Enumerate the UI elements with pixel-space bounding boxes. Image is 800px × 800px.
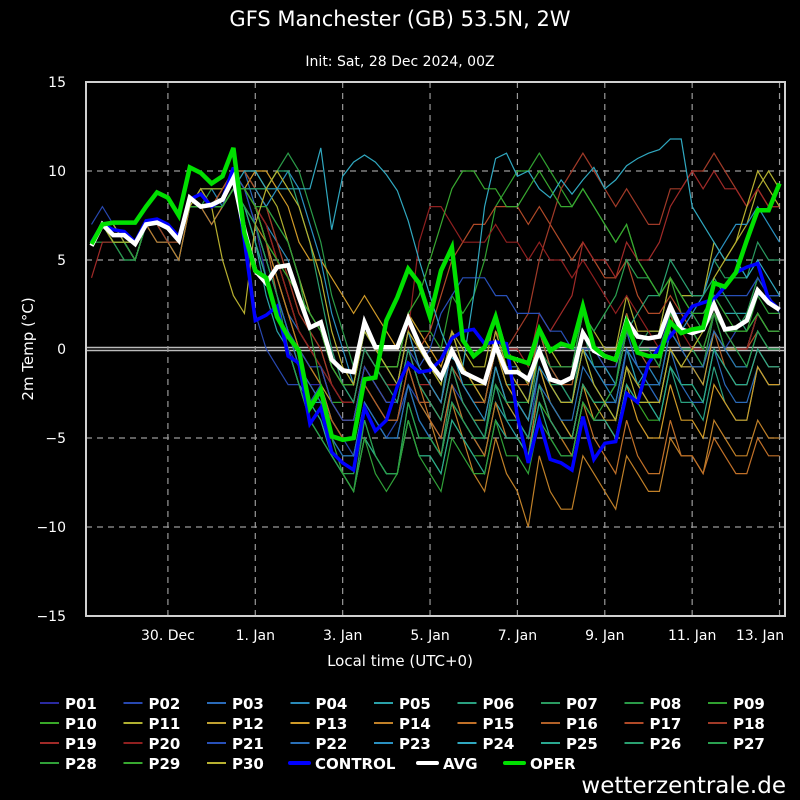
legend-label: P05 bbox=[399, 695, 431, 713]
y-tick-label: 15 bbox=[48, 75, 66, 91]
legend-label: P18 bbox=[733, 715, 765, 733]
x-tick-label: 7. Jan bbox=[498, 628, 537, 644]
legend-item-p22: P22 bbox=[290, 735, 348, 753]
legend-item-oper: OPER bbox=[503, 755, 576, 773]
y-tick-label: −10 bbox=[36, 520, 66, 536]
legend-item-p07: P07 bbox=[541, 695, 598, 713]
y-tick-label: 5 bbox=[57, 253, 66, 269]
legend-item-p24: P24 bbox=[457, 735, 515, 753]
legend-label: P15 bbox=[483, 715, 515, 733]
legend-label: OPER bbox=[530, 755, 576, 773]
legend-item-p04: P04 bbox=[290, 695, 348, 713]
legend-label: AVG bbox=[443, 755, 478, 773]
legend-label: P27 bbox=[733, 735, 765, 753]
legend-label: P17 bbox=[650, 715, 682, 733]
x-tick-label: 3. Jan bbox=[323, 628, 362, 644]
legend-label: P11 bbox=[149, 715, 181, 733]
legend-label: P23 bbox=[399, 735, 431, 753]
legend-item-avg: AVG bbox=[416, 755, 478, 773]
legend-label: P25 bbox=[566, 735, 598, 753]
legend-label: P26 bbox=[650, 735, 682, 753]
y-tick-label: 10 bbox=[48, 164, 66, 180]
legend-item-p09: P09 bbox=[708, 695, 765, 713]
series-line-avg bbox=[89, 171, 781, 386]
legend-label: P24 bbox=[483, 735, 515, 753]
x-tick-label: 9. Jan bbox=[585, 628, 624, 644]
legend-item-p27: P27 bbox=[708, 735, 765, 753]
legend-label: P03 bbox=[232, 695, 264, 713]
x-axis-label: Local time (UTC+0) bbox=[327, 652, 473, 670]
brand-watermark: wetterzentrale.de bbox=[581, 773, 786, 799]
legend-item-p23: P23 bbox=[374, 735, 431, 753]
legend: P01 P02 P03 P04 P05 P06 P07 P08 P09 P10 P11 P12 P13 P… bbox=[40, 695, 765, 773]
legend-item-p13: P13 bbox=[290, 715, 348, 733]
series-line-oper bbox=[89, 147, 782, 443]
legend-label: P30 bbox=[232, 755, 264, 773]
y-axis-label: 2m Temp (°C) bbox=[19, 297, 37, 400]
legend-item-p02: P02 bbox=[123, 695, 181, 713]
x-axis-ticks: 30. Dec 1. Jan 3. Jan 5. Jan 7. Jan 9. Jan 11.… bbox=[141, 628, 784, 644]
legend-label: P20 bbox=[149, 735, 181, 753]
legend-item-p25: P25 bbox=[541, 735, 598, 753]
legend-item-p17: P17 bbox=[624, 715, 682, 733]
legend-label: P09 bbox=[733, 695, 765, 713]
legend-label: P28 bbox=[65, 755, 97, 773]
legend-item-p29: P29 bbox=[123, 755, 181, 773]
legend-label: P06 bbox=[483, 695, 515, 713]
legend-label: P14 bbox=[399, 715, 431, 733]
plot-frame bbox=[85, 81, 786, 617]
legend-item-p15: P15 bbox=[457, 715, 515, 733]
legend-item-p06: P06 bbox=[457, 695, 515, 713]
series-line-p14 bbox=[90, 187, 780, 528]
legend-label: CONTROL bbox=[315, 755, 396, 773]
series-lines bbox=[89, 138, 782, 528]
legend-label: P21 bbox=[232, 735, 264, 753]
legend-item-p08: P08 bbox=[624, 695, 682, 713]
y-tick-label: −5 bbox=[45, 431, 66, 447]
legend-item-p05: P05 bbox=[374, 695, 431, 713]
legend-item-p03: P03 bbox=[207, 695, 264, 713]
legend-label: P04 bbox=[316, 695, 348, 713]
chart-title: GFS Manchester (GB) 53.5N, 2W bbox=[229, 7, 570, 31]
legend-item-p16: P16 bbox=[541, 715, 598, 733]
legend-item-p12: P12 bbox=[207, 715, 264, 733]
legend-label: P12 bbox=[232, 715, 264, 733]
y-tick-label: 0 bbox=[57, 342, 66, 358]
legend-item-p30: P30 bbox=[207, 755, 264, 773]
legend-label: P01 bbox=[65, 695, 97, 713]
x-tick-label: 30. Dec bbox=[141, 628, 195, 644]
legend-item-p01: P01 bbox=[40, 695, 97, 713]
x-tick-label: 1. Jan bbox=[236, 628, 275, 644]
legend-label: P10 bbox=[65, 715, 97, 733]
legend-label: P22 bbox=[316, 735, 348, 753]
legend-item-p18: P18 bbox=[708, 715, 765, 733]
x-tick-label: 13. Jan bbox=[736, 628, 784, 644]
y-axis-ticks: −15 −10 −5 0 5 10 15 bbox=[36, 75, 66, 625]
legend-item-p20: P20 bbox=[123, 735, 181, 753]
legend-label: P13 bbox=[316, 715, 348, 733]
legend-item-p19: P19 bbox=[40, 735, 97, 753]
legend-label: P16 bbox=[566, 715, 598, 733]
y-tick-label: −15 bbox=[36, 609, 66, 625]
chart-subtitle: Init: Sat, 28 Dec 2024, 00Z bbox=[305, 54, 494, 70]
legend-label: P07 bbox=[566, 695, 598, 713]
legend-item-p21: P21 bbox=[207, 735, 264, 753]
legend-label: P08 bbox=[650, 695, 682, 713]
legend-item-p28: P28 bbox=[40, 755, 97, 773]
legend-item-p26: P26 bbox=[624, 735, 682, 753]
x-tick-label: 11. Jan bbox=[668, 628, 716, 644]
legend-label: P29 bbox=[149, 755, 181, 773]
legend-item-control: CONTROL bbox=[288, 755, 396, 773]
legend-item-p10: P10 bbox=[40, 715, 97, 733]
legend-label: P02 bbox=[149, 695, 181, 713]
x-tick-label: 5. Jan bbox=[410, 628, 449, 644]
legend-label: P19 bbox=[65, 735, 97, 753]
legend-item-p14: P14 bbox=[374, 715, 431, 733]
legend-item-p11: P11 bbox=[123, 715, 181, 733]
